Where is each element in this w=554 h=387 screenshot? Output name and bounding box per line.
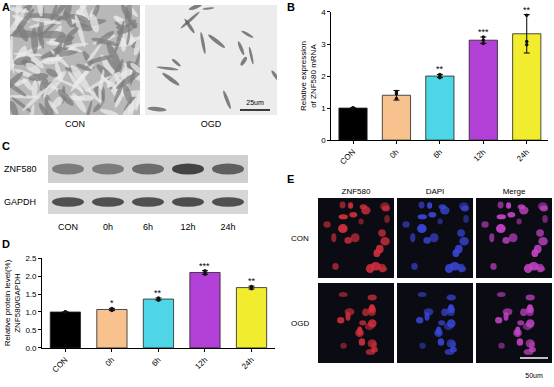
svg-text:0: 0 <box>321 136 326 145</box>
svg-text:0h: 0h <box>103 222 113 232</box>
svg-text:OGD: OGD <box>291 319 309 328</box>
svg-text:CON: CON <box>291 234 309 243</box>
svg-text:24h: 24h <box>220 222 235 232</box>
svg-text:**: ** <box>248 276 256 286</box>
svg-text:**: ** <box>523 5 531 15</box>
svg-text:B: B <box>287 1 295 13</box>
svg-text:3: 3 <box>321 40 326 49</box>
svg-text:0.5: 0.5 <box>25 326 37 335</box>
svg-text:A: A <box>2 1 10 13</box>
svg-text:OGD: OGD <box>201 119 222 129</box>
svg-text:***: *** <box>199 261 210 271</box>
svg-text:DAPI: DAPI <box>426 187 445 196</box>
svg-text:1.5: 1.5 <box>25 290 37 299</box>
svg-text:0h: 0h <box>388 148 401 161</box>
svg-text:50um: 50um <box>525 372 543 379</box>
svg-text:2.5: 2.5 <box>25 254 37 263</box>
svg-text:1: 1 <box>321 104 326 113</box>
svg-text:Relative protein level(%)ZNF58: Relative protein level(%)ZNF580/GAPDH <box>3 259 22 346</box>
svg-text:12h: 12h <box>180 222 195 232</box>
svg-text:***: *** <box>478 27 489 37</box>
svg-text:2: 2 <box>321 72 326 81</box>
svg-text:CON: CON <box>58 222 78 232</box>
svg-text:Merge: Merge <box>503 187 526 196</box>
svg-text:CON: CON <box>338 147 357 166</box>
svg-text:4: 4 <box>321 8 326 17</box>
svg-text:*: * <box>110 298 114 308</box>
svg-text:12h: 12h <box>472 148 488 164</box>
svg-text:0h: 0h <box>103 355 116 368</box>
svg-text:CON: CON <box>51 355 70 374</box>
svg-text:**: ** <box>436 64 444 74</box>
svg-text:0.0: 0.0 <box>25 344 37 353</box>
svg-text:6h: 6h <box>150 355 163 368</box>
svg-text:6h: 6h <box>431 148 444 161</box>
svg-text:ZNF580: ZNF580 <box>4 164 37 174</box>
svg-text:12h: 12h <box>193 355 209 371</box>
svg-text:25um: 25um <box>246 99 264 106</box>
svg-text:6h: 6h <box>143 222 153 232</box>
svg-text:2.0: 2.0 <box>25 272 37 281</box>
svg-text:**: ** <box>154 288 162 298</box>
svg-text:24h: 24h <box>515 148 531 164</box>
svg-text:GAPDH: GAPDH <box>4 197 36 207</box>
svg-text:1.0: 1.0 <box>25 308 37 317</box>
svg-text:D: D <box>2 238 10 250</box>
svg-text:ZNF580: ZNF580 <box>342 187 371 196</box>
svg-text:CON: CON <box>65 119 85 129</box>
svg-text:24h: 24h <box>240 355 256 371</box>
svg-text:C: C <box>2 140 10 152</box>
svg-text:E: E <box>287 173 294 185</box>
svg-text:Relative expressionof ZNF580 m: Relative expressionof ZNF580 mRNA <box>299 41 318 111</box>
